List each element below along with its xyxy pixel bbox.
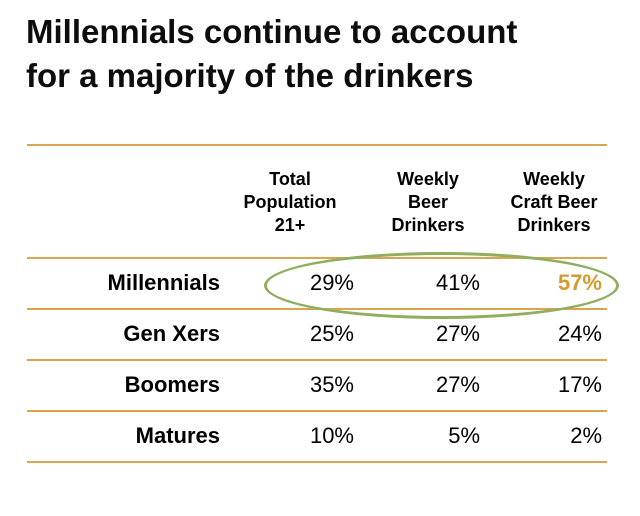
row-rule (27, 410, 607, 412)
cell-gen-xers-weekly-craft-beer: 24% (557, 321, 602, 346)
cell-boomers-weekly-beer: 27% (435, 372, 480, 397)
cell-matures-total-population: 10% (309, 423, 354, 448)
header-rule (27, 257, 607, 259)
slide-title: Millennials continue to account for a maj… (26, 10, 626, 98)
cell-gen-xers-weekly-beer: 27% (435, 321, 480, 346)
row-label-matures: Matures (135, 423, 220, 448)
table-bottom-rule (27, 461, 607, 463)
highlight-ellipse (264, 252, 619, 319)
slide-title-line: Millennials continue to account (26, 13, 518, 50)
row-label-boomers: Boomers (124, 372, 220, 397)
row-rule (27, 359, 607, 361)
slide-title-line: for a majority of the drinkers (26, 57, 474, 94)
column-header-weekly-beer-drinkers: Weekly Beer Drinkers (391, 169, 465, 235)
cell-boomers-total-population: 35% (309, 372, 354, 397)
table-top-rule (27, 144, 607, 146)
cell-gen-xers-total-population: 25% (309, 321, 354, 346)
row-label-gen-xers: Gen Xers (123, 321, 220, 346)
cell-matures-weekly-beer: 5% (448, 423, 480, 448)
row-label-millennials: Millennials (107, 270, 220, 295)
cell-matures-weekly-craft-beer: 2% (570, 423, 602, 448)
column-header-total-population: Total Population 21+ (243, 169, 337, 235)
column-header-weekly-craft-beer-drinkers: Weekly Craft Beer Drinkers (510, 169, 598, 235)
cell-boomers-weekly-craft-beer: 17% (557, 372, 602, 397)
